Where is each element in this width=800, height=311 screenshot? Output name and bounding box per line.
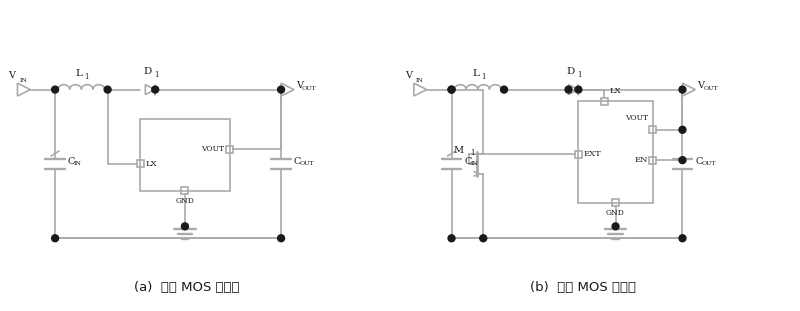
Circle shape [679,235,686,242]
Circle shape [565,86,572,93]
Text: LX: LX [146,160,157,168]
Text: C: C [68,157,75,166]
Circle shape [182,223,189,230]
Circle shape [104,86,111,93]
Text: VOUT: VOUT [202,145,225,153]
Text: OUT: OUT [703,86,718,91]
Text: M: M [454,146,463,155]
Circle shape [52,235,58,242]
Text: IN: IN [19,78,27,83]
Text: IN: IN [416,78,424,83]
Text: EXT: EXT [583,150,601,158]
Text: OUT: OUT [302,86,316,91]
Bar [182,187,189,194]
Text: V: V [296,81,303,90]
Bar [601,98,608,105]
Text: (b)  外置 MOS 开关管: (b) 外置 MOS 开关管 [530,281,636,294]
Text: V: V [9,71,15,80]
Circle shape [575,86,582,93]
Text: OUT: OUT [702,161,716,166]
Bar [650,126,656,133]
Text: V: V [405,71,412,80]
Text: 1: 1 [481,73,486,81]
Text: C: C [465,157,472,166]
Circle shape [679,126,686,133]
Bar [612,199,619,206]
Circle shape [679,86,686,93]
Text: EN: EN [634,156,648,164]
Text: 1: 1 [578,71,582,79]
Text: 1: 1 [470,149,475,157]
Text: L: L [76,69,83,78]
Text: (a)  内置 MOS 开关管: (a) 内置 MOS 开关管 [134,281,240,294]
Text: GND: GND [175,197,194,205]
Bar [226,146,233,153]
Text: IN: IN [74,161,82,166]
Text: C: C [294,157,302,166]
Circle shape [278,86,285,93]
Bar [575,151,582,158]
Circle shape [612,223,619,230]
Bar [578,101,653,202]
Circle shape [52,86,58,93]
Circle shape [448,86,455,93]
Circle shape [278,235,285,242]
Circle shape [501,86,507,93]
Circle shape [448,235,455,242]
Text: GND: GND [606,208,625,216]
Text: L: L [472,69,479,78]
Text: V: V [698,81,704,90]
Circle shape [448,86,455,93]
Text: 1: 1 [154,71,158,79]
Text: 1: 1 [84,73,89,81]
Circle shape [152,86,158,93]
Text: OUT: OUT [300,161,314,166]
Circle shape [480,235,486,242]
Text: D: D [566,67,574,76]
Text: D: D [143,67,151,76]
Circle shape [679,157,686,164]
Text: VOUT: VOUT [625,114,648,122]
Text: IN: IN [470,161,478,166]
Bar [650,157,656,164]
Bar [140,119,230,191]
Bar [137,160,144,167]
Text: LX: LX [610,86,621,95]
Text: C: C [695,157,702,166]
